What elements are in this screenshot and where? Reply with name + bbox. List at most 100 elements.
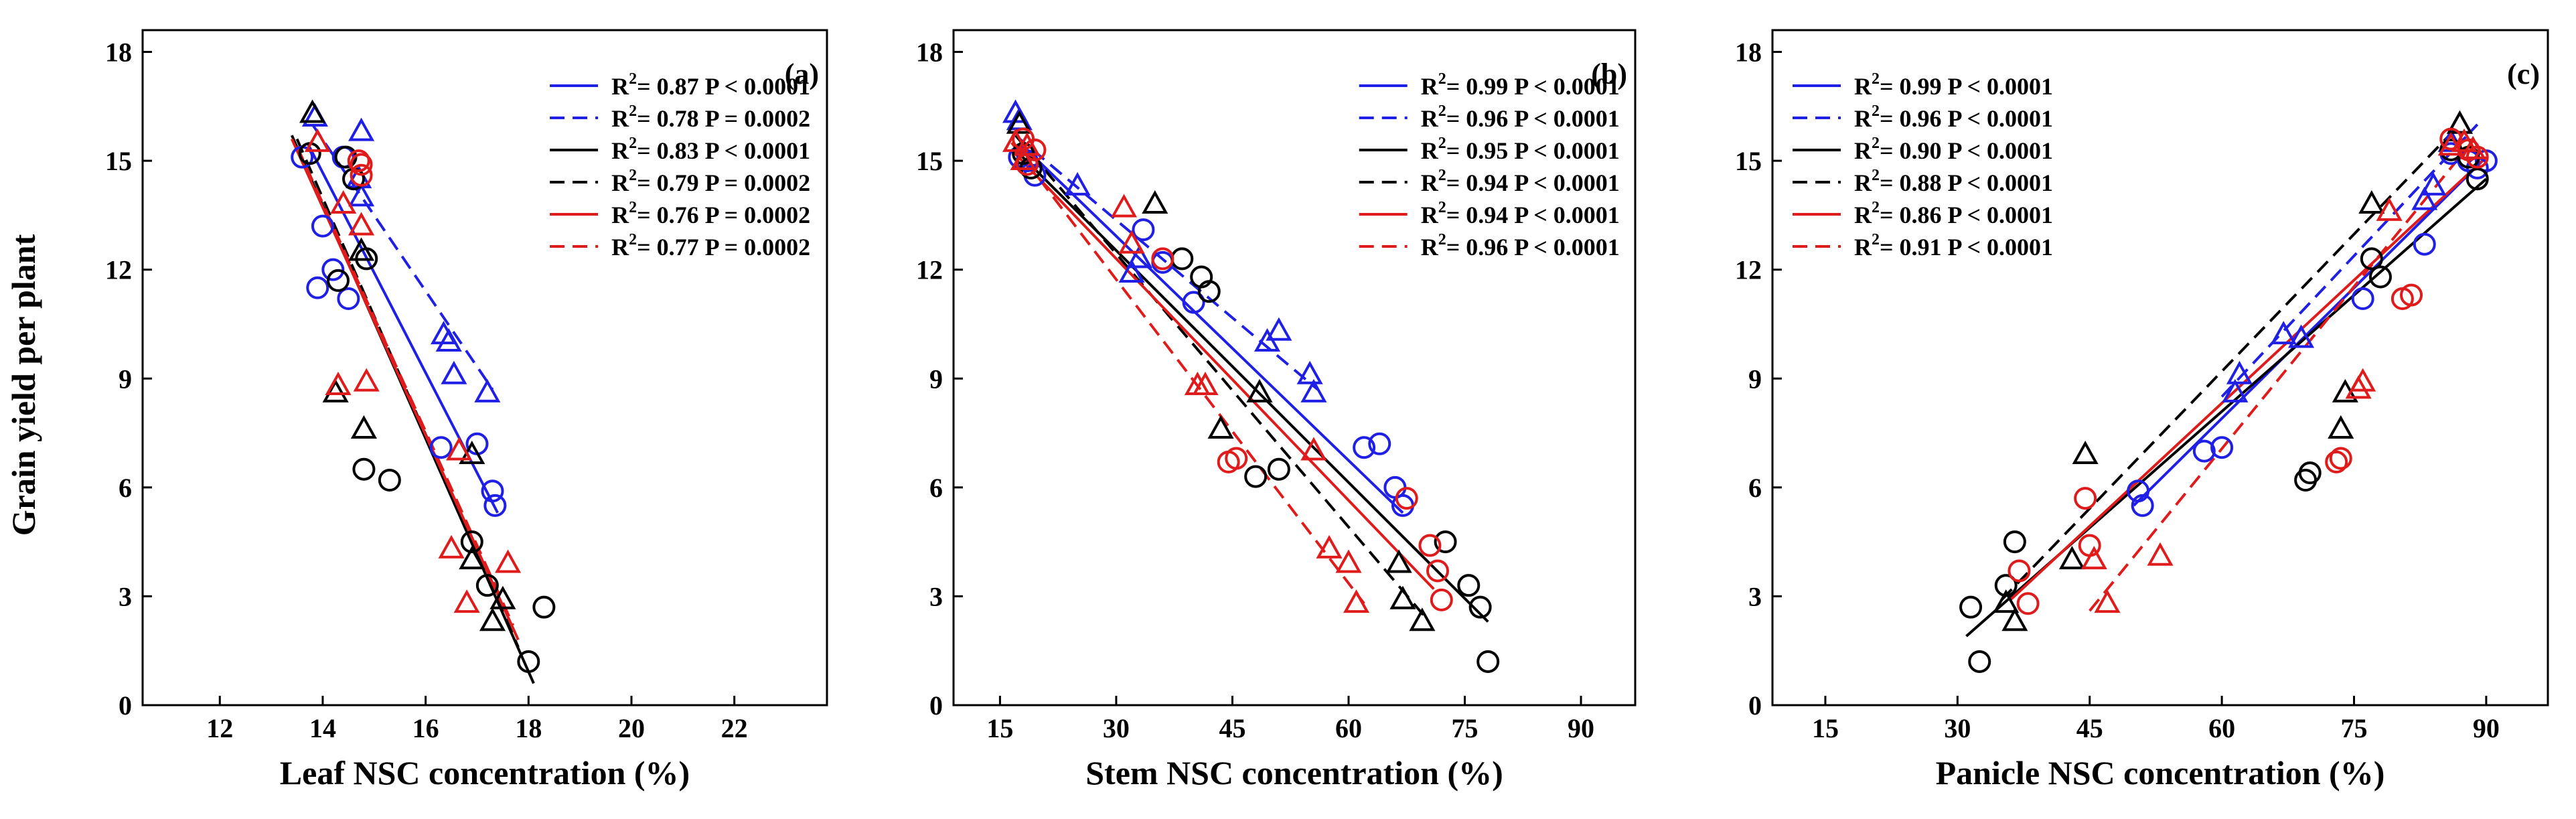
y-tick-label: 18 [916,38,943,68]
data-point-triangle [1064,171,1091,196]
data-point-triangle [348,237,375,261]
data-point-triangle [2001,607,2028,631]
y-tick-label: 3 [929,581,943,611]
data-point-triangle [2147,542,2174,566]
data-point-triangle [1246,378,1273,402]
data-point-circle [475,574,499,597]
chart-panel-2: 15 30 45 60 75 90 0 3 6 9 12 15 18 Panicle NSC concen… [1735,29,2549,792]
data-point-circle [352,457,376,481]
y-tick-label: 9 [1748,364,1762,394]
data-point-triangle [2270,321,2297,345]
y-tick-label: 0 [1748,690,1762,721]
data-point-triangle [2459,135,2486,159]
data-point-triangle [1010,146,1037,170]
data-point-circle [2413,232,2436,256]
data-point-circle [1434,530,1457,554]
x-tick-label: 15 [986,713,1013,743]
data-point-circle [2400,283,2423,307]
legend-entry: R2= 0.96 P < 0.0001 [1854,102,2053,132]
data-point-triangle [1300,437,1327,461]
data-point-circle [2360,247,2383,271]
data-point-circle [1418,534,1442,557]
data-point-triangle [1118,258,1145,283]
data-point-triangle [1409,607,1436,631]
data-point-triangle [2420,171,2447,196]
data-point-triangle [479,607,506,631]
data-point-triangle [2080,546,2107,570]
data-point-circle [1353,436,1376,459]
data-point-triangle [2451,128,2478,152]
plot-frame [1771,29,2549,706]
data-point-triangle [1142,190,1168,214]
data-point-triangle [330,190,357,214]
x-tick-label: 60 [1335,713,1362,743]
data-point-circle [1476,650,1500,673]
data-point-triangle [1266,317,1292,341]
y-tick-label: 3 [1748,581,1762,611]
legend-entry: R2= 0.94 P < 0.0001 [1421,199,1620,228]
legend-entry: R2= 0.94 P < 0.0001 [1421,167,1620,196]
legend-entry: R2= 0.88 P < 0.0001 [1854,167,2053,196]
y-tick-label: 12 [105,255,132,285]
x-tick-label: 22 [721,713,748,743]
y-tick-label: 0 [929,690,943,721]
data-point-triangle [1296,360,1323,384]
x-tick-label: 90 [2473,713,2500,743]
data-point-circle [1457,574,1481,597]
data-point-circle [2325,450,2348,473]
data-point-circle [1170,247,1194,271]
data-point-triangle [1316,534,1343,559]
x-tick-label: 30 [1103,713,1130,743]
data-point-circle [1395,487,1418,510]
y-tick-label: 6 [119,473,132,503]
data-point-circle [2294,469,2318,492]
x-tick-label: 60 [2208,713,2235,743]
x-tick-label: 20 [618,713,645,743]
legend-entry: R2= 0.79 P = 0.0002 [611,167,810,196]
y-tick-label: 15 [1735,146,1762,176]
data-point-circle [532,595,556,619]
data-point-triangle [2287,324,2315,348]
data-point-circle [321,258,345,281]
data-point-circle [2298,461,2322,485]
fit-line-series-2 [1014,149,1489,623]
data-point-circle [483,494,507,517]
data-point-circle [1994,574,2018,597]
data-point-triangle [441,360,467,384]
data-point-triangle [2222,378,2249,402]
data-point-triangle [2226,360,2253,384]
panel-label: (c) [2507,58,2540,90]
data-point-circle [1468,595,1492,619]
data-point-circle [2466,167,2489,191]
data-point-circle [1225,447,1248,470]
data-point-triangle [1192,371,1219,395]
x-tick-label: 75 [1452,713,1479,743]
y-tick-label: 9 [119,364,132,394]
data-point-circle [2007,559,2031,583]
fit-line-series-0 [2133,156,2488,507]
legend-entry: R2= 0.99 P < 0.0001 [1854,70,2053,100]
data-point-circle [481,479,504,503]
data-point-circle [2192,439,2216,463]
x-axis-title: Stem NSC concentration (%) [1085,754,1503,792]
legend-entry: R2= 0.87 P < 0.0001 [611,70,810,100]
y-axis-title: Grain yield per plant [5,234,42,536]
data-point-circle [1959,595,1983,619]
y-tick-label: 12 [916,255,943,285]
data-point-triangle [489,585,516,609]
legend-entry: R2= 0.86 P < 0.0001 [1854,199,2053,228]
data-point-triangle [2358,190,2385,214]
data-point-triangle [459,546,485,570]
legend-entry: R2= 0.99 P < 0.0001 [1421,70,1620,100]
x-tick-label: 18 [515,713,542,743]
data-point-triangle [350,415,377,439]
data-point-triangle [2058,546,2085,570]
data-point-triangle [1110,194,1138,218]
y-tick-label: 15 [916,146,943,176]
y-tick-label: 15 [105,146,132,176]
data-point-triangle [1207,415,1234,439]
data-point-triangle [2376,197,2403,221]
legend-entry: R2= 0.95 P < 0.0001 [1421,135,1620,164]
